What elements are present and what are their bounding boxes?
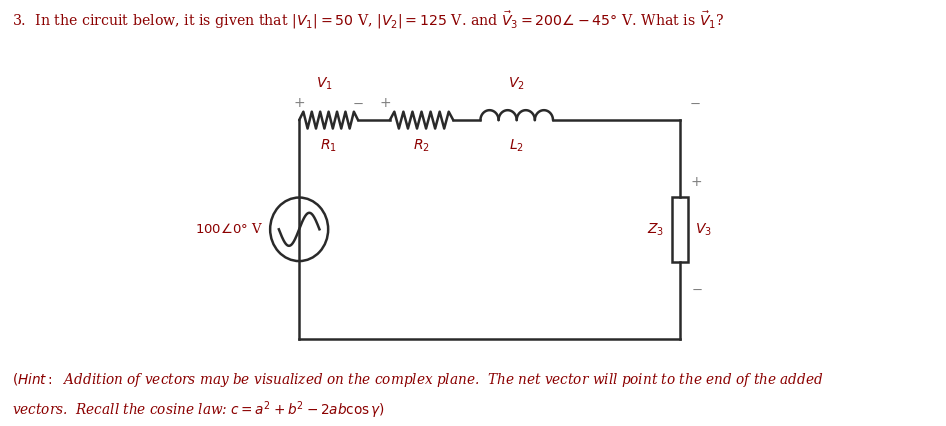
Text: $-$: $-$ <box>689 97 701 110</box>
Text: $V_2$: $V_2$ <box>508 76 525 92</box>
Text: +: + <box>293 96 305 110</box>
Text: $V_1$: $V_1$ <box>316 76 332 92</box>
Text: $-$: $-$ <box>352 97 364 110</box>
Text: $(Hint:$  Addition of vectors may be visualized on the complex plane.  The net v: $(Hint:$ Addition of vectors may be visu… <box>11 371 823 389</box>
Text: $R_1$: $R_1$ <box>320 138 337 154</box>
Text: $-$: $-$ <box>691 283 703 296</box>
Text: $V_3$: $V_3$ <box>695 221 712 238</box>
Text: $Z_3$: $Z_3$ <box>647 221 664 238</box>
Text: +: + <box>379 96 391 110</box>
Text: +: + <box>691 175 702 189</box>
Bar <box>672 197 688 262</box>
Text: $100\angle 0°$ V: $100\angle 0°$ V <box>195 222 263 236</box>
Text: $L_2$: $L_2$ <box>509 138 524 154</box>
Text: vectors.  Recall the cosine law: $c = a^2 + b^2 - 2ab\cos\gamma)$: vectors. Recall the cosine law: $c = a^2… <box>11 399 385 420</box>
Text: $R_2$: $R_2$ <box>413 138 430 154</box>
Text: 3.  In the circuit below, it is given that $|V_1| = 50$ V, $|V_2| = 125$ V. and : 3. In the circuit below, it is given tha… <box>11 9 725 31</box>
